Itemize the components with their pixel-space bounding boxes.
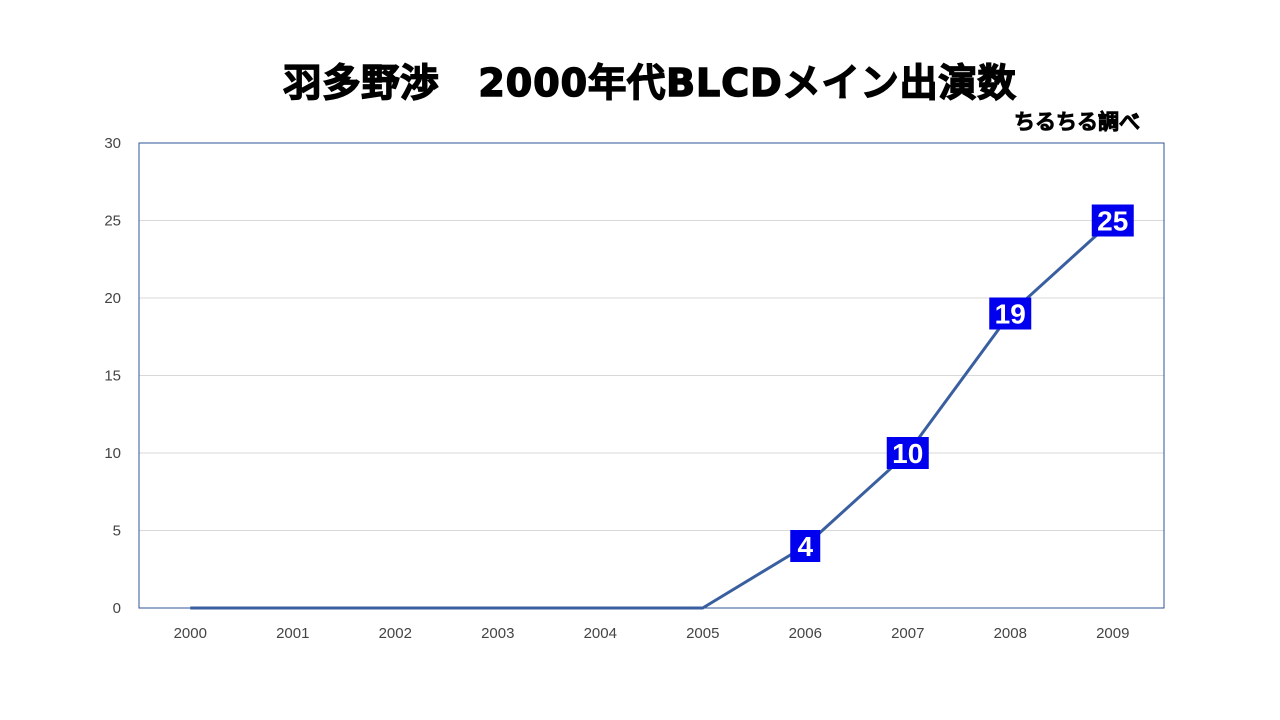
chart-title: 羽多野渉 2000年代BLCDメイン出演数: [283, 60, 1017, 106]
x-tick-label: 2006: [789, 625, 822, 642]
x-tick-label: 2004: [584, 625, 617, 642]
y-tick-label: 5: [113, 523, 121, 540]
x-tick-label: 2003: [481, 625, 514, 642]
data-label-box: [886, 437, 929, 469]
data-label-box: [989, 297, 1032, 330]
data-label-box: [1091, 204, 1134, 237]
data-label: 10: [892, 438, 923, 469]
y-tick-label: 0: [113, 600, 121, 617]
y-tick-label: 10: [104, 445, 121, 462]
y-tick-label: 15: [104, 368, 121, 385]
x-tick-label: 2001: [276, 625, 309, 642]
data-label: 19: [995, 299, 1026, 330]
data-label: 4: [797, 531, 813, 562]
data-label: 25: [1097, 206, 1128, 237]
y-tick-label: 20: [104, 290, 121, 307]
series-line: [190, 219, 1114, 610]
x-tick-label: 2000: [174, 625, 207, 642]
x-tick-label: 2002: [379, 625, 412, 642]
x-tick-label: 2007: [891, 625, 924, 642]
y-tick-label: 25: [104, 213, 121, 230]
data-label-box: [790, 530, 821, 562]
y-tick-label: 30: [104, 135, 121, 152]
x-tick-label: 2005: [686, 625, 719, 642]
x-tick-label: 2009: [1096, 625, 1129, 642]
chart-subtitle: ちるちる調べ: [1014, 110, 1141, 135]
x-tick-label: 2008: [994, 625, 1027, 642]
